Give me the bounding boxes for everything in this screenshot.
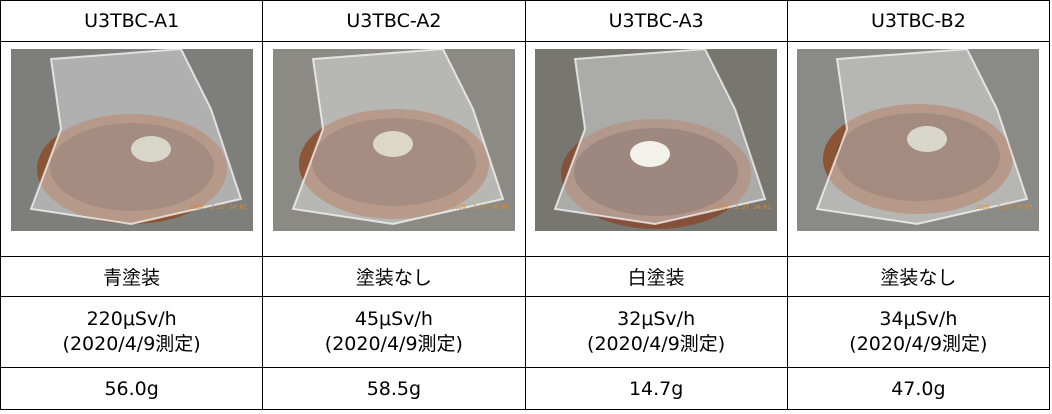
- photo-cell: 2020. 2.27 14:01: [786, 41, 1051, 257]
- dose-rate: 32μSv/h: [617, 308, 696, 330]
- weight: 58.5g: [262, 367, 526, 410]
- coating-row: 青塗装 塗装なし 白塗装 塗装なし: [0, 256, 1051, 297]
- rock-sample: [907, 126, 948, 152]
- dose-rate: 220μSv/h: [86, 308, 177, 330]
- dose-cell: 32μSv/h (2020/4/9測定): [524, 296, 788, 368]
- photo-timestamp: 2020. 2.27 14:00: [451, 204, 509, 211]
- rock-sample: [630, 141, 671, 167]
- photo-cell: 2020. 2.27 14:01: [524, 41, 788, 257]
- plate: [49, 123, 214, 211]
- weight: 56.0g: [0, 367, 264, 410]
- dose-rate: 34μSv/h: [879, 308, 958, 330]
- plate: [836, 113, 1001, 201]
- sample-photo: 2020. 2.27 14:01: [535, 49, 778, 231]
- coating: 塗装なし: [262, 256, 526, 297]
- photo-timestamp: 2020. 2.27 14:01: [189, 204, 247, 211]
- measurement-date: (2020/4/9測定): [62, 333, 201, 355]
- sample-id: U3TBC-A3: [524, 0, 788, 42]
- measurement-date: (2020/4/9測定): [324, 333, 463, 355]
- measurement-date: (2020/4/9測定): [849, 333, 988, 355]
- photo-timestamp: 2020. 2.27 14:01: [976, 204, 1034, 211]
- sample-photo: 2020. 2.27 14:01: [797, 49, 1040, 231]
- sample-id: U3TBC-A2: [262, 0, 526, 42]
- weight-row: 56.0g 58.5g 14.7g 47.0g: [0, 367, 1051, 410]
- dose-cell: 45μSv/h (2020/4/9測定): [262, 296, 526, 368]
- plastic-bag: [553, 49, 767, 226]
- coating: 塗装なし: [786, 256, 1051, 297]
- dose-cell: 34μSv/h (2020/4/9測定): [786, 296, 1051, 368]
- measurement-date: (2020/4/9測定): [587, 333, 726, 355]
- coating: 青塗装: [0, 256, 264, 297]
- photo-row: 2020. 2.27 14:01 2020. 2.27 14:00 2020. 2.…: [0, 41, 1051, 257]
- dose-rate: 45μSv/h: [354, 308, 433, 330]
- dose-cell: 220μSv/h (2020/4/9測定): [0, 296, 264, 368]
- photo-timestamp: 2020. 2.27 14:01: [713, 204, 771, 211]
- sample-id: U3TBC-B2: [786, 0, 1051, 42]
- sample-photo: 2020. 2.27 14:01: [10, 49, 253, 231]
- plastic-bag: [29, 49, 242, 226]
- rock-sample: [130, 136, 171, 162]
- weight: 47.0g: [786, 367, 1051, 410]
- plate: [574, 128, 739, 216]
- photo-cell: 2020. 2.27 14:01: [0, 41, 264, 257]
- plate: [311, 118, 476, 206]
- dose-row: 220μSv/h (2020/4/9測定) 45μSv/h (2020/4/9測定) 3…: [0, 296, 1051, 368]
- coating: 白塗装: [524, 256, 788, 297]
- sample-id: U3TBC-A1: [0, 0, 264, 42]
- weight: 14.7g: [524, 367, 788, 410]
- header-row: U3TBC-A1 U3TBC-A2 U3TBC-A3 U3TBC-B2: [0, 0, 1051, 42]
- rock-sample: [372, 131, 413, 157]
- sample-photo: 2020. 2.27 14:00: [272, 49, 515, 231]
- photo-cell: 2020. 2.27 14:00: [262, 41, 526, 257]
